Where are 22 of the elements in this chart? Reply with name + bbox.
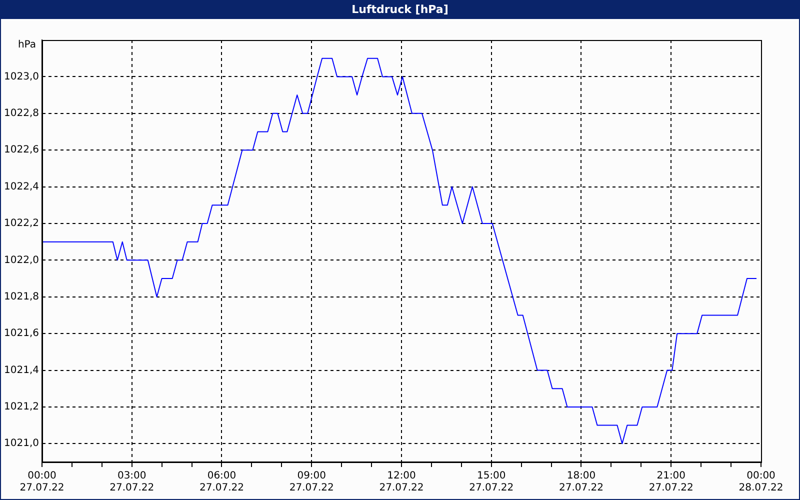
x-tick-label: 15:00 27.07.22 (469, 470, 514, 494)
x-tick-label: 18:00 27.07.22 (558, 470, 604, 494)
y-tick-label: 1021,4 (4, 364, 39, 376)
x-tick-label: 06:00 27.07.22 (199, 470, 244, 494)
chart-title: Luftdruck [hPa] (1, 1, 799, 19)
x-tick-label: 09:00 27.07.22 (289, 470, 334, 494)
y-tick-label: 1022,4 (4, 181, 39, 192)
x-tick-label: 21:00 27.07.22 (648, 470, 694, 494)
y-tick-label: 1022,6 (4, 144, 39, 156)
y-tick-label: 1021,0 (4, 438, 39, 450)
y-axis-title: hPa (18, 40, 36, 51)
y-tick-label: 1021,2 (4, 402, 39, 413)
y-tick-label: 1022,2 (4, 218, 39, 230)
y-tick-label: 1021,6 (4, 328, 39, 340)
y-tick-label: 1021,8 (4, 291, 39, 302)
x-tick-label: 12:00 27.07.22 (379, 470, 424, 494)
x-tick-label: 03:00 27.07.22 (110, 470, 154, 494)
x-tick-label: 00:00 28.07.22 (738, 470, 784, 494)
y-tick-label: 1023,0 (4, 71, 39, 82)
x-tick-label: 00:00 27.07.22 (20, 470, 64, 494)
y-tick-label: 1022,8 (4, 108, 39, 119)
y-tick-label: 1022,0 (4, 254, 39, 266)
